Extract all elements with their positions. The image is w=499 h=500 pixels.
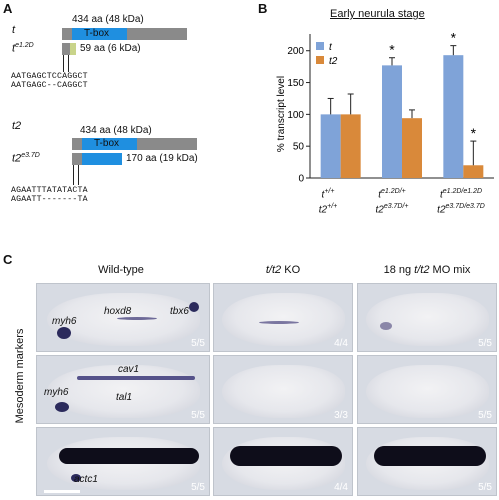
- embryo-ko-row1: 4/4: [213, 283, 353, 352]
- t-mutant-size-text: 59 aa (6 kDa): [80, 43, 141, 54]
- t2-mutant-label: t2e3.7D: [12, 152, 40, 165]
- embryo-wt-row2: 5/5: [36, 355, 210, 424]
- embryo-ko-row2: 3/3: [213, 355, 353, 424]
- gene-tal1: tal1: [116, 392, 133, 403]
- bar-chart: % transcript level 0 50 100 150 200 * * * t t2: [276, 30, 494, 185]
- t-wt-sequence: AATGAGCTCCAGGCT: [11, 72, 88, 81]
- y-tick-label: 200: [287, 46, 304, 57]
- embryo-mo-row2: 5/5: [357, 355, 497, 424]
- significance-star: *: [471, 125, 477, 141]
- t2-mutant-bar: [72, 153, 82, 165]
- t2-full-size-text: 434 aa (48 kDa): [80, 125, 152, 136]
- bar-t2-2: [402, 118, 422, 178]
- bar-t-2: [382, 65, 402, 178]
- t-mutant-label: te1.2D: [12, 42, 34, 55]
- t-full-size-text: 434 aa (48 kDa): [72, 14, 144, 25]
- gene-tbx6: tbx6: [170, 306, 189, 317]
- embryo-ko-row3: 4/4: [213, 427, 353, 496]
- scale-bar: [44, 490, 80, 493]
- y-tick-label: 0: [298, 174, 304, 185]
- count-ko-row1: 4/4: [334, 338, 348, 349]
- legend-swatch-t: [316, 42, 324, 50]
- y-tick-label: 100: [287, 110, 304, 121]
- t-mut-sequence: AATGAGC--CAGGCT: [11, 81, 88, 90]
- group3-label: te1.2D/e1.2D t2e3.7D/e3.7D: [437, 188, 485, 216]
- t-tbox-domain: T-box: [72, 28, 127, 40]
- group2-label: te1.2D/+ t2e3.7D/+: [375, 188, 409, 216]
- t-mutant-frameshift: [70, 43, 76, 55]
- t2-mutant-connector: [73, 165, 79, 185]
- embryo-wt-row3: 5/5: [36, 427, 210, 496]
- count-ko-row3: 4/4: [334, 482, 348, 493]
- panel-b-letter: B: [258, 1, 268, 16]
- bar-t-3: [443, 55, 464, 178]
- gene-hoxd8: hoxd8: [104, 306, 132, 317]
- legend-label-t: t: [329, 42, 333, 53]
- y-tick-label: 50: [293, 142, 305, 153]
- group1-label: t+/+ t2+/+: [318, 188, 338, 216]
- t2-mut-sequence: AGAATT-------TA: [11, 195, 88, 204]
- col-title-wildtype: Wild-type: [98, 264, 144, 276]
- count-wt-row2: 5/5: [191, 410, 205, 421]
- t2-mutant-tbox: [82, 153, 122, 165]
- t-label: t: [12, 24, 16, 36]
- panel-a-letter: A: [3, 1, 13, 16]
- count-ko-row2: 3/3: [334, 410, 348, 421]
- significance-star: *: [451, 30, 457, 46]
- col-title-ko: t/t2 KO: [265, 264, 301, 276]
- embryo-mo-row3: 5/5: [357, 427, 497, 496]
- bar-t-1: [320, 114, 341, 178]
- side-label-mesoderm: Mesoderm markers: [14, 328, 26, 424]
- y-axis-label: % transcript level: [276, 76, 287, 152]
- y-tick-label: 150: [287, 78, 304, 89]
- legend-label-t2: t2: [329, 56, 338, 67]
- bar-t2-3: [463, 165, 484, 178]
- t-mutant-connector: [63, 55, 69, 72]
- count-wt-row1: 5/5: [191, 338, 205, 349]
- t-mutant-bar: [62, 43, 70, 55]
- count-wt-row3: 5/5: [191, 482, 205, 493]
- gene-actc1: actc1: [74, 474, 98, 485]
- gene-myh6-b: myh6: [44, 387, 69, 398]
- chart-title: Early neurula stage: [330, 8, 425, 20]
- embryo-wt-row1: 5/5: [36, 283, 210, 352]
- t2-label: t2: [12, 120, 22, 132]
- embryo-mo-row1: 5/5: [357, 283, 497, 352]
- bar-t2-1: [340, 114, 361, 178]
- t2-mutant-size-text: 170 aa (19 kDa): [126, 153, 198, 164]
- col-title-mo: 18 ng t/t2 MO mix: [383, 264, 471, 276]
- gene-myh6-a: myh6: [52, 316, 77, 327]
- legend-swatch-t2: [316, 56, 324, 64]
- significance-star: *: [389, 42, 395, 58]
- t2-wt-sequence: AGAATTTATATACTA: [11, 186, 88, 195]
- count-mo-row2: 5/5: [478, 410, 492, 421]
- panel-c-letter: C: [3, 252, 13, 267]
- count-mo-row3: 5/5: [478, 482, 492, 493]
- gene-cav1: cav1: [118, 364, 140, 375]
- t2-tbox-domain: T-box: [82, 138, 137, 150]
- count-mo-row1: 5/5: [478, 338, 492, 349]
